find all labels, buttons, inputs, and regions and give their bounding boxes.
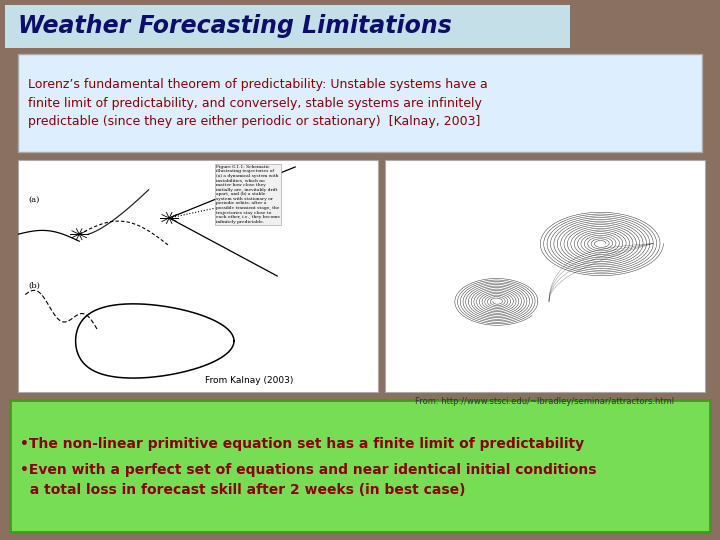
Text: •Even with a perfect set of equations and near identical initial conditions
  a : •Even with a perfect set of equations an… <box>20 463 596 497</box>
FancyBboxPatch shape <box>18 160 378 392</box>
FancyBboxPatch shape <box>10 400 710 532</box>
Text: Figure 6.1.1: Schematic
illustrating trajectories of
(a) a dynamical system with: Figure 6.1.1: Schematic illustrating tra… <box>216 165 280 224</box>
Text: (a): (a) <box>29 196 40 204</box>
FancyBboxPatch shape <box>385 160 705 392</box>
Text: From Kalnay (2003): From Kalnay (2003) <box>205 376 294 385</box>
FancyBboxPatch shape <box>5 5 570 48</box>
Text: Lorenz’s fundamental theorem of predictability: Unstable systems have a
finite l: Lorenz’s fundamental theorem of predicta… <box>28 78 487 128</box>
Text: Weather Forecasting Limitations: Weather Forecasting Limitations <box>18 14 452 38</box>
Text: •The non-linear primitive equation set has a finite limit of predictability: •The non-linear primitive equation set h… <box>20 437 584 451</box>
Text: (b): (b) <box>29 281 40 289</box>
FancyBboxPatch shape <box>18 54 702 152</box>
Text: From: http://www.stsci.edu/~lbradley/seminar/attractors.html: From: http://www.stsci.edu/~lbradley/sem… <box>415 397 675 406</box>
